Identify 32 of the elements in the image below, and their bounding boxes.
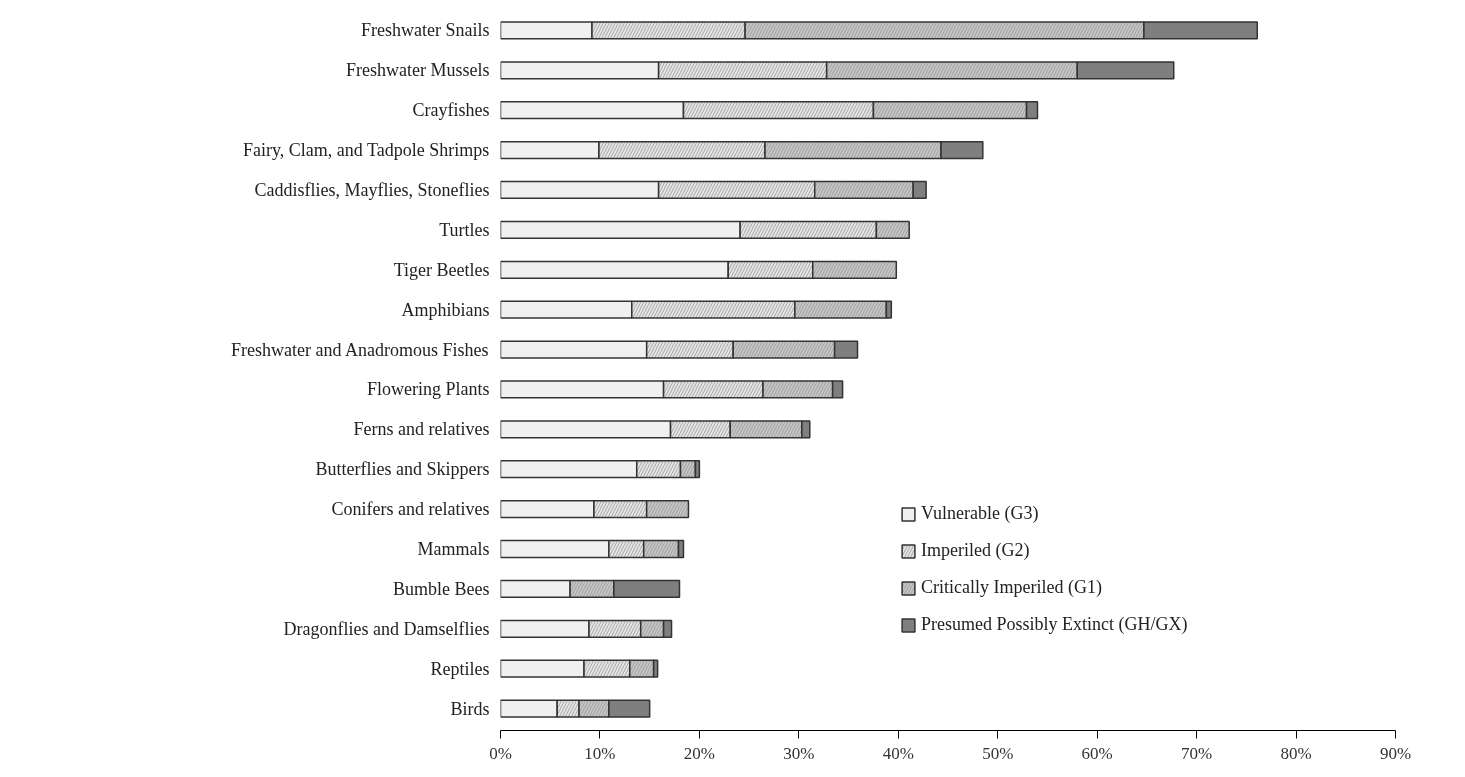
- y-tick-label: Flowering Plants: [367, 379, 490, 400]
- x-tick-label: 40%: [882, 743, 914, 763]
- y-tick-label: Turtles: [439, 219, 490, 240]
- x-tick-label: 60%: [1081, 743, 1113, 763]
- y-tick-label: Reptiles: [430, 658, 490, 679]
- y-tick-label: Dragonflies and Damselflies: [283, 618, 490, 639]
- y-tick-label: Amphibians: [401, 299, 490, 320]
- x-tick-label: 0%: [489, 743, 512, 763]
- x-tick-label: 30%: [783, 743, 815, 763]
- y-tick-label: Tiger Beetles: [393, 259, 490, 280]
- x-tick-label: 90%: [1379, 743, 1412, 763]
- legend-label: Imperiled (G2): [921, 540, 1030, 561]
- x-tick-label: 70%: [1181, 743, 1213, 763]
- x-tick-label: 10%: [584, 743, 616, 763]
- y-tick-label: Freshwater Snails: [361, 20, 490, 41]
- x-tick-label: 80%: [1280, 743, 1312, 763]
- y-tick-label: Fairy, Clam, and Tadpole Shrimps: [242, 140, 490, 161]
- legend-label: Presumed Possibly Extinct (GH/GX): [921, 614, 1188, 635]
- y-tick-label: Ferns and relatives: [353, 419, 490, 440]
- y-tick-label: Butterflies and Skippers: [315, 459, 490, 480]
- x-tick-label: 20%: [683, 743, 715, 763]
- legend-label: Vulnerable (G3): [921, 503, 1039, 524]
- y-tick-label: Birds: [450, 698, 490, 719]
- y-tick-label: Mammals: [417, 539, 490, 559]
- x-tick-label: 50%: [982, 743, 1014, 763]
- legend-label: Critically Imperiled (G1): [921, 577, 1102, 598]
- y-tick-label: Crayfishes: [412, 100, 490, 121]
- y-tick-label: Bumble Bees: [393, 578, 490, 599]
- y-tick-label: Conifers and relatives: [331, 499, 490, 520]
- y-tick-label: Caddisflies, Mayflies, Stoneflies: [254, 179, 490, 200]
- y-tick-label: Freshwater Mussels: [346, 60, 490, 81]
- y-tick-label: Freshwater and Anadromous Fishes: [231, 339, 489, 360]
